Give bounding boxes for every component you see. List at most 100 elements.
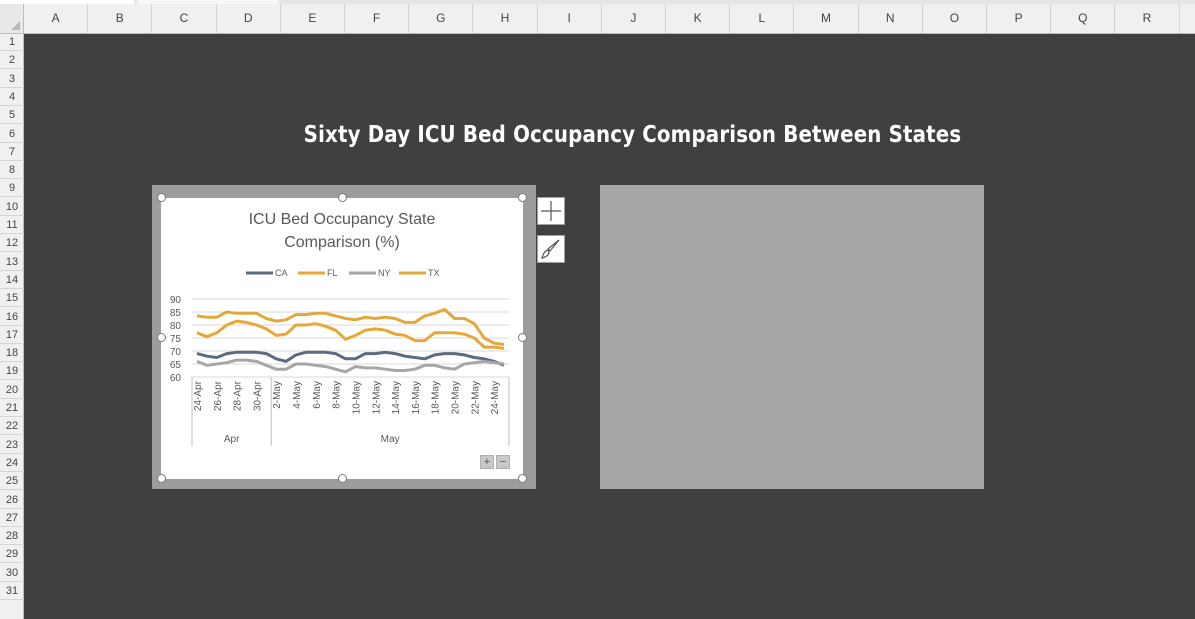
chart-title-line-1: ICU Bed Occupancy State (248, 211, 436, 228)
row-header-12[interactable]: 12 (0, 235, 24, 253)
row-header-29[interactable]: 29 (0, 546, 24, 564)
chart-title-line-2: Comparison (%) (284, 234, 400, 251)
x-tick-label-11: 16-May (411, 381, 422, 414)
row-header-27[interactable]: 27 (0, 510, 24, 527)
sheet-title: Sixty Day ICU Bed Occupancy Comparison B… (303, 122, 962, 148)
y-tick-label-80: 80 (170, 321, 182, 332)
y-tick-label-65: 65 (170, 360, 182, 371)
row-header-3[interactable]: 3 (0, 71, 24, 88)
row-header-17[interactable]: 17 (0, 327, 24, 344)
x-tick-label-15: 24-May (490, 381, 501, 414)
resize-handle-bottom-center[interactable] (338, 474, 347, 483)
row-header-18[interactable]: 18 (0, 345, 24, 363)
x-tick-label-3: 30-Apr (252, 380, 263, 411)
y-tick-label-90: 90 (170, 295, 182, 306)
column-header-C[interactable]: C (152, 4, 217, 33)
row-header-13[interactable]: 13 (0, 254, 24, 271)
row-header-31[interactable]: 31 (0, 583, 24, 600)
y-tick-label-70: 70 (170, 347, 182, 358)
column-header-K[interactable]: K (666, 4, 731, 33)
x-tick-label-9: 12-May (371, 381, 382, 414)
x-tick-label-8: 10-May (351, 381, 362, 414)
row-header-22[interactable]: 22 (0, 418, 24, 436)
legend-label-FL: FL (327, 268, 338, 278)
row-header-24[interactable]: 24 (0, 455, 24, 472)
column-header-A[interactable]: A (24, 4, 89, 33)
column-header-G[interactable]: G (409, 4, 474, 33)
column-header-M[interactable]: M (794, 4, 859, 33)
row-header-20[interactable]: 20 (0, 382, 24, 399)
column-header-E[interactable]: E (281, 4, 345, 33)
row-header-14[interactable]: 14 (0, 272, 24, 289)
column-header-O[interactable]: O (923, 4, 987, 33)
row-header-16[interactable]: 16 (0, 309, 24, 326)
legend-label-CA: CA (275, 268, 288, 278)
x-tick-label-14: 22-May (470, 381, 481, 414)
resize-handle-bottom-left[interactable] (157, 474, 166, 483)
row-header-1[interactable]: 1 (0, 34, 24, 51)
x-tick-label-6: 6-May (312, 381, 323, 409)
row-header-7[interactable]: 7 (0, 144, 24, 161)
y-tick-label-85: 85 (170, 308, 182, 319)
column-header-Q[interactable]: Q (1051, 4, 1116, 33)
series-line-FL (196, 319, 505, 350)
select-all-corner[interactable] (0, 4, 24, 33)
column-header-D[interactable]: D (217, 4, 281, 33)
resize-handle-top-left[interactable] (157, 193, 166, 202)
sheet-tab-strip (0, 0, 1195, 4)
resize-handle-top-right[interactable] (518, 193, 527, 202)
column-header-P[interactable]: P (987, 4, 1052, 33)
column-header-L[interactable]: L (730, 4, 795, 33)
workbook-tab[interactable] (0, 0, 134, 4)
row-header-23[interactable]: 23 (0, 437, 24, 454)
select-all-triangle-icon (11, 21, 20, 30)
y-tick-label-75: 75 (170, 334, 182, 345)
column-header-N[interactable]: N (859, 4, 923, 33)
row-header-26[interactable]: 26 (0, 492, 24, 509)
month-label-Apr: Apr (224, 434, 240, 445)
chart-elements-button[interactable] (537, 197, 565, 225)
x-tick-label-1: 26-Apr (213, 380, 224, 411)
resize-handle-middle-left[interactable] (157, 333, 166, 342)
row-header-11[interactable]: 11 (0, 217, 24, 234)
placeholder-panel[interactable] (600, 185, 984, 489)
row-header-8[interactable]: 8 (0, 162, 24, 180)
row-header-21[interactable]: 21 (0, 400, 24, 417)
zoom-in-button[interactable]: + (480, 455, 494, 469)
row-header-2[interactable]: 2 (0, 52, 24, 70)
series-line-CA (196, 350, 505, 367)
x-tick-label-13: 20-May (451, 381, 462, 414)
column-header-R[interactable]: R (1115, 4, 1180, 33)
column-header-B[interactable]: B (88, 4, 153, 33)
column-header-H[interactable]: H (473, 4, 538, 33)
resize-handle-bottom-right[interactable] (518, 474, 527, 483)
chart-area[interactable]: ICU Bed Occupancy State Comparison (%) C… (161, 198, 523, 479)
row-header-6[interactable]: 6 (0, 126, 24, 143)
x-tick-label-4: 2-May (272, 381, 283, 409)
y-tick-label-60: 60 (170, 373, 182, 384)
series-line-TX (196, 307, 505, 346)
x-tick-label-5: 4-May (292, 381, 303, 409)
row-header-19[interactable]: 19 (0, 363, 24, 381)
chart-styles-button[interactable] (537, 235, 565, 263)
x-tick-label-10: 14-May (391, 381, 402, 414)
row-header-4[interactable]: 4 (0, 89, 24, 106)
column-header-J[interactable]: J (602, 4, 666, 33)
legend-label-NY: NY (378, 268, 391, 278)
resize-handle-top-center[interactable] (338, 193, 347, 202)
x-tick-label-0: 24-Apr (193, 380, 204, 411)
zoom-out-button[interactable]: − (496, 455, 510, 469)
row-header-10[interactable]: 10 (0, 199, 24, 216)
row-header-9[interactable]: 9 (0, 180, 24, 198)
x-tick-label-12: 18-May (431, 381, 442, 414)
row-header-25[interactable]: 25 (0, 473, 24, 491)
column-header-I[interactable]: I (538, 4, 602, 33)
series-line-NY (196, 358, 505, 374)
row-header-5[interactable]: 5 (0, 107, 24, 125)
row-header-28[interactable]: 28 (0, 528, 24, 546)
workbook-tab-secondary[interactable] (138, 0, 278, 4)
row-header-30[interactable]: 30 (0, 565, 24, 582)
row-header-15[interactable]: 15 (0, 290, 24, 308)
resize-handle-middle-right[interactable] (518, 333, 527, 342)
column-header-F[interactable]: F (345, 4, 410, 33)
